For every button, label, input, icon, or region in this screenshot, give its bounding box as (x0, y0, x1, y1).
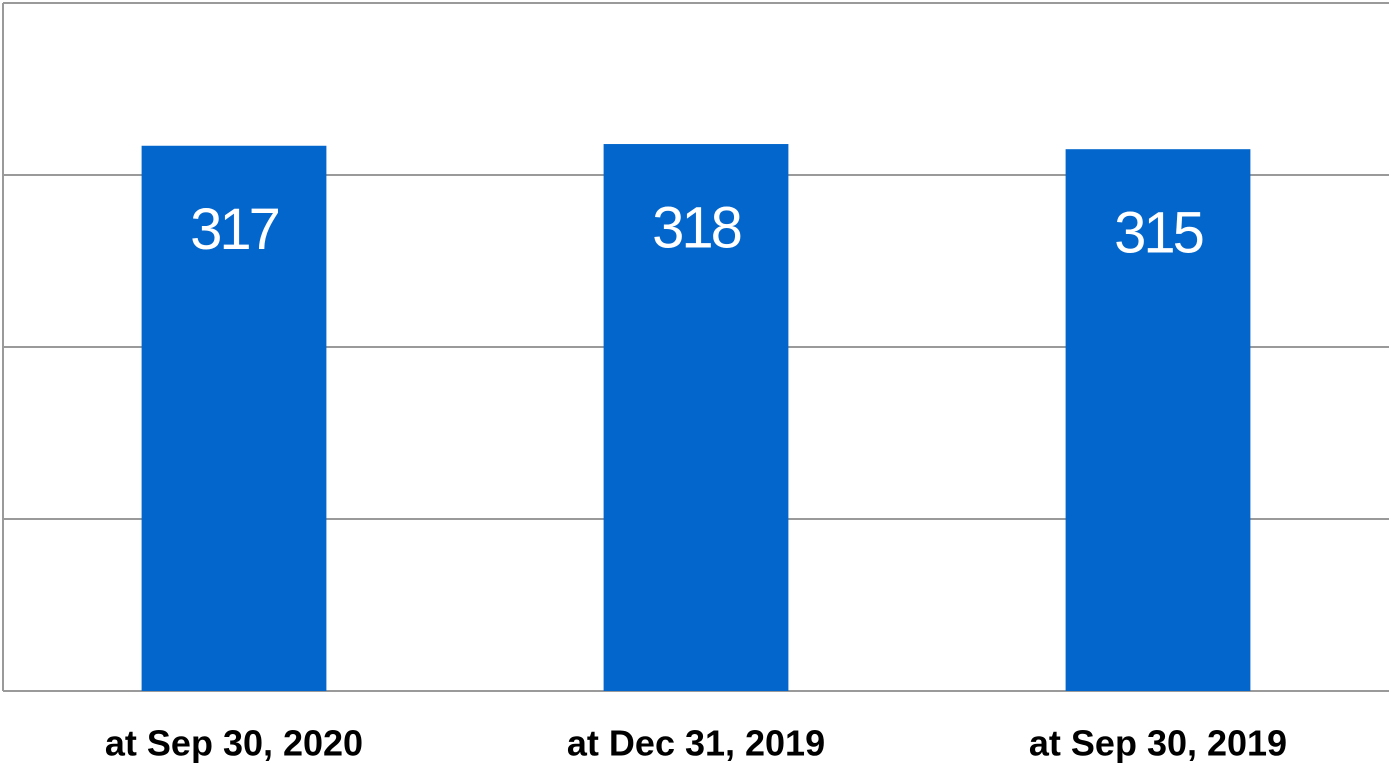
bar (1065, 149, 1251, 691)
bar (141, 145, 327, 691)
x-tick-label: at Dec 31, 2019 (567, 723, 825, 764)
bar (603, 144, 789, 692)
x-tick-label: at Sep 30, 2019 (1029, 723, 1287, 764)
value-label: 318 (652, 195, 741, 260)
value-label: 315 (1114, 201, 1203, 266)
x-tick-label: at Sep 30, 2020 (105, 723, 363, 764)
value-label: 317 (190, 197, 279, 262)
